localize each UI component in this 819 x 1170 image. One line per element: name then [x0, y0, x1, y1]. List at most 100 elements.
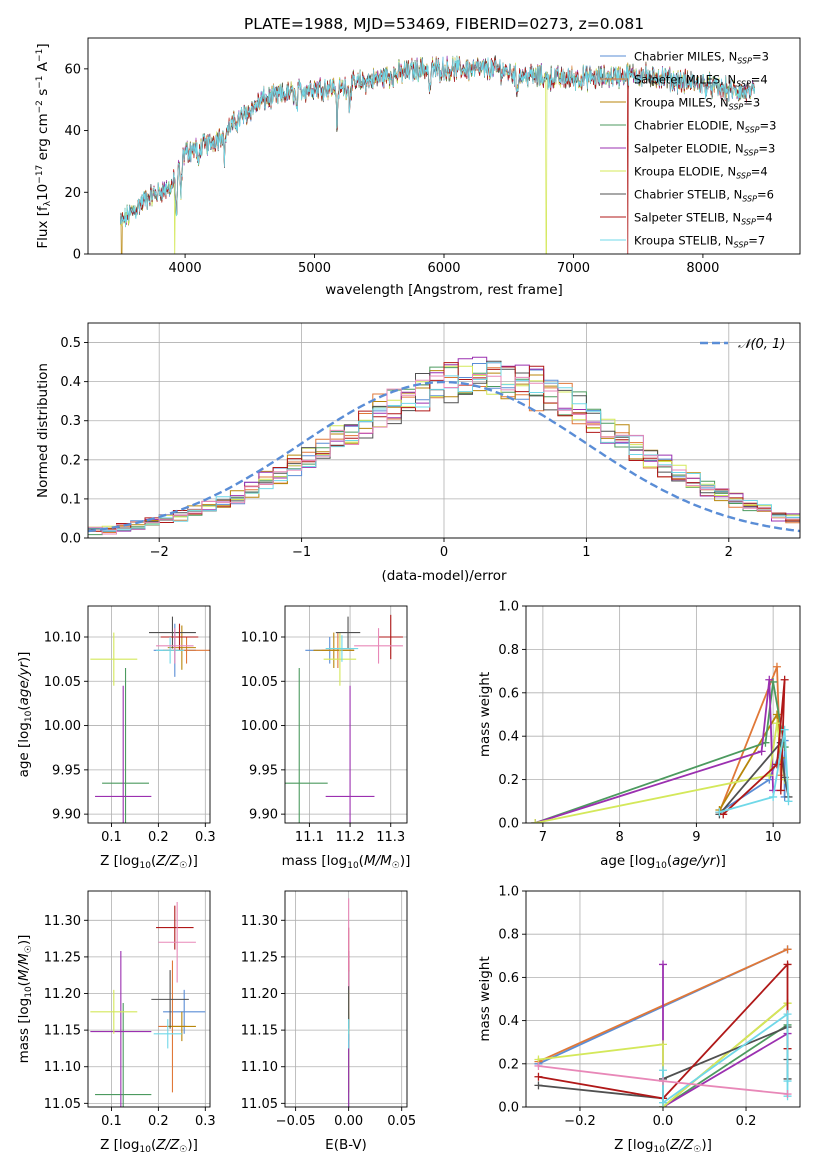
legend-entry: Kroupa ELODIE, NSSP=4 — [634, 165, 768, 181]
z-weight-ytick-label: 0.6 — [498, 971, 519, 986]
z-age-frame: 0.1 0.2 0.3 9.90 9.95 10.00 10.05 10.10 — [44, 605, 216, 845]
age-weight-marker — [776, 786, 785, 795]
histogram-plot-area — [88, 356, 800, 538]
z-mass-errorbar-point — [167, 1011, 196, 1042]
z-age-ylabel: age [log10(age/yr)] — [16, 652, 34, 778]
histogram-xtick-label: −2 — [150, 545, 169, 560]
legend-entry: Chabrier ELODIE, NSSP=3 — [634, 119, 776, 135]
z-weight-series-line — [538, 962, 789, 1100]
z-weight-series-line — [662, 1012, 789, 1105]
z-mass-ytick-label: 11.20 — [44, 987, 81, 1002]
spectrum-series-line — [120, 56, 756, 228]
spectrum-xtick-label: 6000 — [427, 261, 460, 276]
z-mass-errorbar-point — [153, 1019, 182, 1049]
age-weight-marker — [715, 808, 724, 817]
z-age-ytick-label: 9.95 — [52, 763, 81, 778]
z-age-ytick-label: 10.10 — [44, 631, 81, 646]
age-weight-axes — [526, 605, 800, 824]
z-weight-marker — [783, 1077, 792, 1086]
legend-entry: Kroupa MILES, NSSP=3 — [634, 96, 760, 112]
svg-text:Flux [fλ10−17 erg cm−2 s−1 A−1: Flux [fλ10−17 erg cm−2 s−1 A−1] — [35, 43, 53, 248]
histogram-ytick-label: 0.0 — [60, 532, 81, 547]
z-weight-marker — [783, 1010, 792, 1019]
z-weight-xlabel: Z [log10(Z/Z☉)] — [614, 1137, 712, 1155]
histogram-ytick-label: 0.2 — [60, 453, 81, 468]
z-age-errorbar-point — [95, 685, 152, 823]
spectrum-xtick-label: 5000 — [298, 261, 331, 276]
age-weight-series-line — [719, 729, 790, 813]
mass-age-ytick-label: 10.10 — [241, 631, 278, 646]
mass-age-xtick-label: 11.1 — [295, 830, 324, 845]
z-mass-xtick-label: 0.2 — [148, 1114, 169, 1129]
age-weight-marker — [784, 797, 793, 806]
age-weight-xtick-label: 9 — [692, 830, 700, 845]
age-weight-marker — [757, 747, 766, 756]
mass-age-errorbar-point — [378, 614, 403, 660]
age-weight-marker — [772, 719, 781, 728]
spectrum-xtick-label: 8000 — [686, 261, 719, 276]
mass-age-ytick-label: 10.00 — [241, 719, 278, 734]
age-weight-ytick-label: 0.2 — [498, 773, 519, 788]
histogram-axes — [88, 323, 800, 539]
z-mass-plot-area — [90, 901, 206, 1107]
z-weight-marker — [534, 1072, 543, 1081]
z-mass-errorbar-point — [163, 989, 206, 1034]
spectrum-ytick-label: 20 — [64, 186, 81, 201]
spectrum-xtick-label: 7000 — [557, 261, 590, 276]
histogram-ytick-label: 0.4 — [60, 375, 81, 390]
legend-entry: Chabrier MILES, NSSP=3 — [634, 50, 769, 66]
ebv-mass-ytick-label: 11.05 — [241, 1097, 278, 1112]
ebv-mass-frame: −0.05 0.00 0.05 11.05 11.10 11.15 11.20 11.25 11… — [241, 890, 416, 1129]
z-age-ytick-label: 10.05 — [44, 675, 81, 690]
mass-age-axes — [285, 606, 407, 823]
z-weight-series-line — [662, 1024, 788, 1107]
ebv-mass-ytick-label: 11.30 — [241, 914, 278, 929]
z-weight-marker — [534, 1061, 543, 1070]
spectrum-ylabel: Flux [fλ10−17 erg cm−2 s−1 A−1] — [35, 43, 53, 248]
age-weight-ytick-label: 1.0 — [498, 600, 519, 615]
svg-text:mass [log10(M/M☉)]: mass [log10(M/M☉)] — [16, 935, 34, 1064]
histogram-ytick-label: 0.1 — [60, 492, 81, 507]
histogram-xtick-label: −1 — [292, 545, 311, 560]
z-age-axes — [88, 606, 210, 823]
ebv-mass-axes — [285, 891, 407, 1107]
z-age-errorbar-point — [102, 668, 149, 823]
z-mass-ytick-label: 11.05 — [44, 1097, 81, 1112]
z-mass-errorbar-point — [151, 970, 189, 1029]
z-age-xtick-label: 0.3 — [195, 830, 216, 845]
age-weight-xtick-label: 8 — [615, 830, 623, 845]
legend-entry: Salpeter ELODIE, NSSP=3 — [634, 142, 775, 158]
normal-reference-curve — [88, 380, 800, 533]
age-weight-xtick-label: 7 — [539, 830, 547, 845]
z-mass-spines — [87, 890, 211, 1108]
mass-age-xtick-label: 11.3 — [376, 830, 405, 845]
z-age-spines — [87, 605, 211, 824]
z-weight-marker — [659, 960, 667, 969]
z-weight-ytick-label: 0.0 — [498, 1101, 519, 1116]
age-weight-marker — [765, 675, 774, 684]
mass-age-xtick-label: 11.2 — [336, 830, 365, 845]
spectrum-ytick-label: 0 — [73, 248, 81, 263]
ebv-mass-ytick-label: 11.20 — [241, 987, 278, 1002]
histogram-ytick-label: 0.5 — [60, 336, 81, 351]
spectrum-xlabel: wavelength [Angstrom, rest frame] — [325, 282, 563, 298]
age-weight-marker — [531, 819, 540, 823]
spectrum-ytick-label: 60 — [64, 62, 81, 77]
mass-age-ytick-label: 9.90 — [249, 808, 278, 823]
age-weight-series-line — [535, 723, 786, 823]
age-weight-series-line — [722, 679, 786, 815]
z-age-ytick-label: 10.00 — [44, 719, 81, 734]
age-weight-xlabel: age [log10(age/yr)] — [600, 853, 726, 871]
z-weight-marker — [783, 945, 792, 954]
ebv-mass-xtick-label: 0.05 — [387, 1114, 416, 1129]
z-age-xtick-label: 0.1 — [101, 830, 122, 845]
legend-entry: Salpeter STELIB, NSSP=4 — [634, 211, 773, 227]
spectrum-legend: Chabrier MILES, NSSP=3 Salpeter MILES, NS… — [600, 50, 776, 250]
z-weight-frame: −0.2 0.0 0.2 0.0 0.2 0.4 0.6 0.8 1.0 — [498, 885, 801, 1129]
age-weight-spines — [525, 605, 801, 824]
age-weight-marker — [772, 662, 781, 671]
mass-age-errorbar-point — [354, 628, 403, 664]
z-age-xlabel: Z [log10(Z/Z☉)] — [100, 853, 198, 871]
mass-age-frame: 11.1 11.2 11.3 9.90 9.95 10.00 10.05 10.10 — [241, 605, 408, 845]
